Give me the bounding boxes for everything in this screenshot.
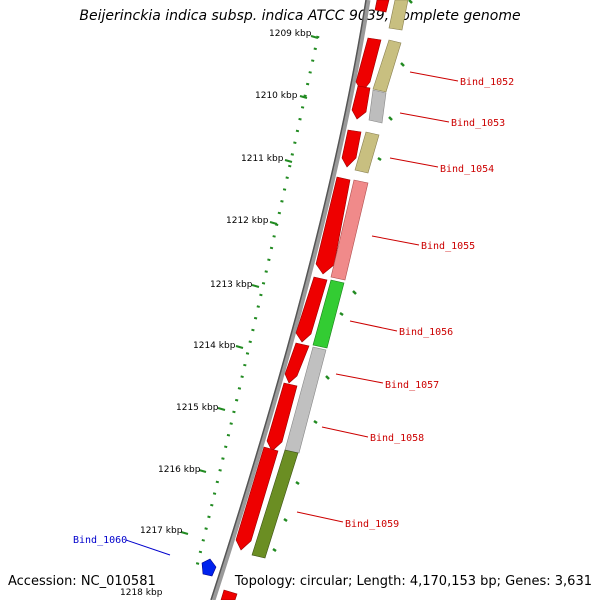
feature-block <box>354 131 380 174</box>
tick-label: 1218 kbp <box>120 588 163 598</box>
feature-block <box>251 449 299 559</box>
tick-label: 1209 kbp <box>269 29 312 39</box>
tick-label: 1216 kbp <box>158 465 201 475</box>
label-connector-blue <box>125 539 171 556</box>
outer-tick <box>313 419 318 425</box>
gene-label-bind-1054: Bind_1054 <box>440 164 494 175</box>
tick-1212 <box>269 221 278 225</box>
tick-1215 <box>217 407 226 411</box>
feature-block <box>368 89 387 124</box>
cds-arrow <box>266 382 298 452</box>
gene-label-bind-1055: Bind_1055 <box>421 241 475 252</box>
cds-arrow <box>355 37 382 93</box>
feature-block <box>330 179 369 281</box>
tick-label: 1217 kbp <box>140 526 183 536</box>
tick-label: 1213 kbp <box>210 280 253 290</box>
tick-1216 <box>198 469 207 473</box>
outer-tick <box>400 62 405 67</box>
tick-1209 <box>310 35 319 39</box>
feature-block <box>312 279 345 349</box>
tick-1210 <box>299 95 308 99</box>
tick-label: 1214 kbp <box>193 341 236 351</box>
outer-tick <box>295 480 300 486</box>
tick-1211 <box>284 159 293 163</box>
tick-label: 1211 kbp <box>241 154 284 164</box>
map-title: Beijerinckia indica subsp. indica ATCC 9… <box>79 8 521 24</box>
outer-tick <box>283 517 288 523</box>
cds-arrow <box>315 176 351 275</box>
feature-block <box>284 346 327 454</box>
tick-1217 <box>180 531 189 535</box>
outer-tick <box>352 290 357 295</box>
feature-block <box>388 0 409 31</box>
label-connector <box>321 426 369 438</box>
tick-1214 <box>235 345 244 349</box>
genome-backbone <box>210 0 371 600</box>
gene-label-bind-1057: Bind_1057 <box>385 380 439 391</box>
label-connector <box>399 112 450 123</box>
label-connector <box>349 320 398 332</box>
label-connector <box>296 511 344 523</box>
gene-feature-bind-1060 <box>201 558 217 577</box>
accession-text: Accession: NC_010581 <box>8 574 156 589</box>
cds-arrow <box>374 0 390 13</box>
gene-label-bind-1059: Bind_1059 <box>345 519 399 530</box>
label-connector <box>389 157 439 168</box>
outer-tick <box>408 0 413 4</box>
cds-arrow <box>220 589 238 600</box>
tick-label: 1215 kbp <box>176 403 219 413</box>
feature-block <box>372 39 402 93</box>
gene-label-bind-1060: Bind_1060 <box>73 535 127 546</box>
scale-ticks <box>180 35 319 535</box>
tick-label: 1210 kbp <box>255 91 298 101</box>
outer-tick <box>325 375 330 380</box>
tick-1213 <box>251 284 260 288</box>
cds-arrow <box>284 342 310 384</box>
topology-text: Topology: circular; Length: 4,170,153 bp… <box>234 574 592 589</box>
tick-label: 1212 kbp <box>226 216 269 226</box>
cds-arrow <box>351 85 371 120</box>
cds-arrow <box>341 129 362 168</box>
gene-label-bind-1056: Bind_1056 <box>399 327 453 338</box>
gene-label-bind-1052: Bind_1052 <box>460 77 514 88</box>
gene-label-bind-1058: Bind_1058 <box>370 433 424 444</box>
cds-arrow <box>235 446 279 551</box>
label-connector <box>371 235 420 246</box>
cds-arrow <box>295 276 328 343</box>
genome-backbone-edge <box>210 0 367 600</box>
label-connector <box>409 71 459 82</box>
outer-tick <box>388 116 393 121</box>
gene-label-bind-1053: Bind_1053 <box>451 118 505 129</box>
outer-tick <box>339 311 344 317</box>
outer-tick <box>377 156 382 162</box>
label-connector <box>335 373 384 384</box>
outer-tick <box>272 547 277 553</box>
